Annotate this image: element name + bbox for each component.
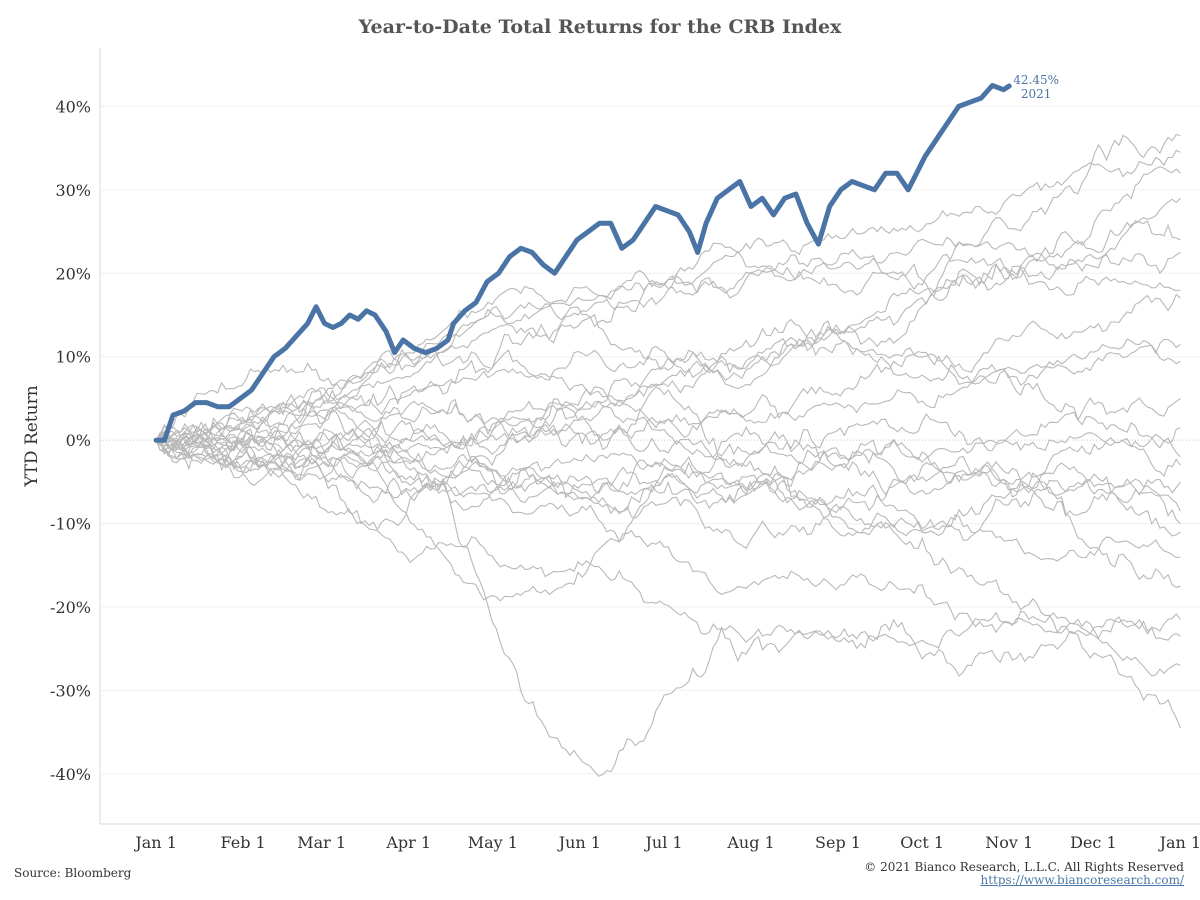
background-series-line [155,435,1181,777]
y-axis-title: YTD Return [22,385,42,487]
background-series-line [155,416,1181,641]
background-series-line [155,149,1181,447]
background-series-line [155,428,1181,602]
background-series-line [155,430,1181,677]
background-series-line [156,220,1181,471]
series-2021-name-label: 2021 [1021,87,1052,101]
y-tick-label: 10% [55,348,91,367]
y-tick-label: -10% [50,515,91,534]
background-series-line [155,251,1181,453]
x-tick-label: Feb 1 [221,833,266,852]
axis-layer: 40% 30% 20% 10% 0% -10% -20% -30% -40% Jan 1 Feb 1… [22,48,1200,852]
copyright-notice: © 2021 Bianco Research, L.L.C. All Right… [864,860,1184,874]
background-series-line [155,338,1181,479]
background-series-line [155,430,1181,534]
other-series-layer [155,133,1181,777]
y-tick-label: 20% [55,264,91,283]
source-note: Source: Bloomberg [14,866,132,880]
y-tick-label: -40% [50,765,91,784]
x-tick-label: Mar 1 [297,833,346,852]
x-tick-label: Jan 1 [133,833,177,852]
background-series-line [155,432,1181,649]
background-series-line [155,430,1181,588]
x-tick-label: Dec 1 [1070,833,1117,852]
y-tick-label: -20% [50,598,91,617]
background-series-line [155,351,1181,486]
x-tick-label: Apr 1 [385,833,431,852]
background-series-line [155,344,1181,445]
x-tick-label: Aug 1 [726,833,774,852]
y-tick-label: 30% [55,181,91,200]
background-series-line [155,197,1181,441]
x-tick-label: Oct 1 [900,833,944,852]
website-link[interactable]: https://www.biancoresearch.com/ [980,873,1184,887]
background-series-line [155,422,1181,501]
chart-title: Year-to-Date Total Returns for the CRB I… [358,16,842,38]
background-series-line [155,293,1181,441]
background-series-line [155,397,1181,458]
x-tick-label: Jul 1 [643,833,682,852]
background-series-line [155,133,1181,447]
y-tick-label: 40% [55,97,91,116]
x-tick-label: Jun 1 [557,833,601,852]
series-2021-end-value: 42.45% [1013,73,1059,87]
label-layer: 42.45%2021 [1013,73,1059,101]
x-tick-label: May 1 [468,833,518,852]
background-series-line [155,439,1181,504]
background-series-line [155,432,1181,550]
highlight-series-layer [153,83,1012,443]
y-tick-label: 0% [66,431,91,450]
x-tick-label: Sep 1 [815,833,861,852]
series-2021-line [153,83,1012,443]
x-tick-label: Jan 1 [1158,833,1200,852]
x-tick-label: Nov 1 [985,833,1033,852]
background-series-line [155,267,1181,447]
y-tick-label: -30% [50,681,91,700]
background-series-line [155,386,1181,537]
